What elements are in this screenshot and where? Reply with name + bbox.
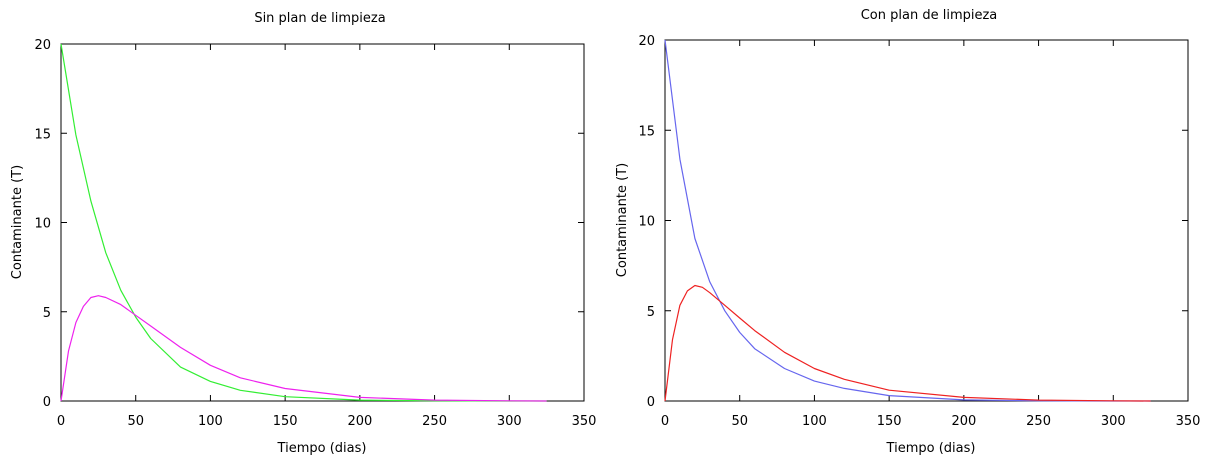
y-axis: 0 5 10 15 20 <box>638 34 1188 410</box>
x-axis: 0 50 100 150 200 250 300 350 <box>661 40 1201 429</box>
y-tick-label: 15 <box>34 127 51 142</box>
series-line-1 <box>664 284 1151 402</box>
series-line-0 <box>60 43 547 402</box>
x-tick-label: 50 <box>731 414 748 429</box>
x-tick-label: 300 <box>497 414 522 429</box>
y-axis: 0 5 10 15 20 <box>34 38 584 410</box>
series-line-0 <box>664 39 1151 402</box>
x-axis: 0 50 100 150 200 250 300 350 <box>57 44 597 429</box>
y-axis-label: Contaminante (T) <box>615 163 630 277</box>
x-tick-label: 100 <box>802 414 827 429</box>
x-axis-label: Tiempo (dias) <box>886 441 976 456</box>
y-tick-label: 0 <box>647 395 655 410</box>
y-tick-label: 5 <box>647 305 655 320</box>
y-tick-label: 15 <box>638 124 655 139</box>
x-tick-label: 250 <box>422 414 447 429</box>
x-tick-label: 100 <box>198 414 223 429</box>
series-line-1 <box>60 295 547 402</box>
x-axis-label: Tiempo (dias) <box>277 441 367 456</box>
plot-frame <box>664 39 1189 402</box>
x-tick-label: 0 <box>57 414 65 429</box>
series-lines <box>60 43 547 402</box>
y-tick-label: 20 <box>638 34 655 49</box>
chart-con-plan: Con plan de limpieza 0 50 100 150 200 250 300 3… <box>615 8 1200 456</box>
x-tick-label: 150 <box>877 414 902 429</box>
chart-title: Con plan de limpieza <box>861 8 998 23</box>
x-tick-label: 350 <box>572 414 597 429</box>
y-tick-label: 0 <box>43 395 51 410</box>
x-tick-label: 150 <box>273 414 298 429</box>
y-tick-label: 5 <box>43 306 51 321</box>
y-tick-label: 10 <box>638 215 655 230</box>
y-axis-label: Contaminante (T) <box>10 165 25 279</box>
y-tick-label: 20 <box>34 38 51 53</box>
y-tick-label: 10 <box>34 217 51 232</box>
x-tick-label: 350 <box>1176 414 1201 429</box>
x-tick-label: 0 <box>661 414 669 429</box>
x-tick-label: 50 <box>127 414 144 429</box>
chart-sin-plan: Sin plan de limpieza 0 50 100 150 200 250 300 3… <box>10 11 596 456</box>
series-lines <box>664 39 1151 402</box>
x-tick-label: 300 <box>1101 414 1126 429</box>
x-tick-label: 200 <box>347 414 372 429</box>
x-tick-label: 200 <box>951 414 976 429</box>
x-tick-label: 250 <box>1026 414 1051 429</box>
plot-frame <box>60 43 585 402</box>
chart-title: Sin plan de limpieza <box>254 11 385 26</box>
